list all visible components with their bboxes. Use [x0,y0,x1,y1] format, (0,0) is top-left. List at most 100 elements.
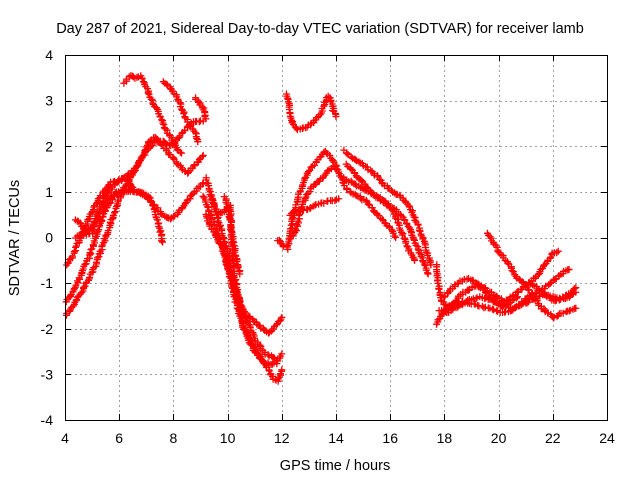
data-point [400,216,408,223]
data-point [86,273,94,281]
data-point [93,211,101,219]
y-tick-label: 1 [45,184,53,200]
data-point [331,164,339,172]
data-point [451,281,459,289]
data-point [551,276,559,283]
data-point [101,193,109,201]
series-27 [483,229,580,322]
data-point [505,300,513,308]
data-point [94,254,101,262]
data-point [195,156,203,164]
data-point [145,90,153,98]
series-7 [159,78,202,146]
data-point [206,211,214,218]
data-point [104,189,112,196]
data-point [275,236,283,244]
data-point [347,165,355,173]
data-point [570,285,578,293]
series-19 [340,146,435,269]
x-tick-label: 6 [115,430,123,446]
data-point [424,270,432,278]
data-point [292,124,300,132]
data-point [111,209,118,217]
series-21 [342,160,432,278]
data-point [193,134,201,142]
data-point [111,208,119,216]
chart-title: Day 287 of 2021, Sidereal Day-to-day VTE… [56,21,584,37]
data-point [534,271,542,279]
y-tick-label: 0 [45,230,53,246]
data-point [221,239,229,246]
data-point [145,193,153,201]
x-tick-label: 24 [599,430,615,446]
data-point [305,168,312,176]
data-point [343,149,351,157]
data-point [423,269,431,277]
data-point [157,227,165,235]
data-point [553,249,561,257]
data-point [272,357,280,365]
y-tick-label: -4 [41,412,54,428]
data-point [173,160,181,168]
series-28 [527,280,580,305]
data-point [311,201,319,209]
data-point [529,281,537,289]
data-point [475,283,483,291]
data-point [208,195,216,203]
data-point [524,286,532,293]
data-point [559,309,567,317]
data-point [220,237,228,245]
data-point [415,226,423,234]
data-point [500,302,507,310]
data-point [514,293,522,301]
data-point [427,261,435,269]
data-point [234,264,242,271]
data-point [199,153,206,160]
data-point [331,197,339,205]
data-point [402,239,410,247]
x-tick-label: 10 [220,430,236,446]
data-point [173,145,181,153]
data-point [243,317,251,325]
series-13 [220,193,244,278]
data-point [364,200,372,208]
data-point [293,227,300,235]
data-point [98,201,106,209]
data-point [551,297,559,305]
data-point [127,182,135,190]
data-point [268,327,276,334]
data-point [233,258,241,266]
data-point [159,119,167,127]
data-point [255,352,263,360]
data-point [159,238,167,246]
data-point [138,75,146,83]
data-point [178,149,186,157]
data-point [199,192,207,200]
y-tick-label: -2 [41,321,54,337]
data-point [324,167,332,175]
data-point [554,247,562,255]
data-point [231,251,239,259]
data-point [144,89,152,97]
data-point [463,275,471,283]
data-point [226,264,234,271]
series-17 [286,195,343,219]
data-point [332,113,340,121]
data-point [513,294,520,302]
data-point [358,177,366,185]
data-point [508,307,516,315]
data-point [279,243,287,251]
data-point [202,115,210,123]
x-tick-label: 18 [437,430,453,446]
data-point [180,110,188,118]
data-point [504,259,512,267]
data-point [175,134,183,141]
data-point [278,366,286,374]
series-6 [120,72,186,157]
series-24 [433,247,562,328]
x-tick-label: 20 [491,430,507,446]
data-point [422,248,430,256]
data-point [72,243,80,251]
series-22 [346,188,400,241]
